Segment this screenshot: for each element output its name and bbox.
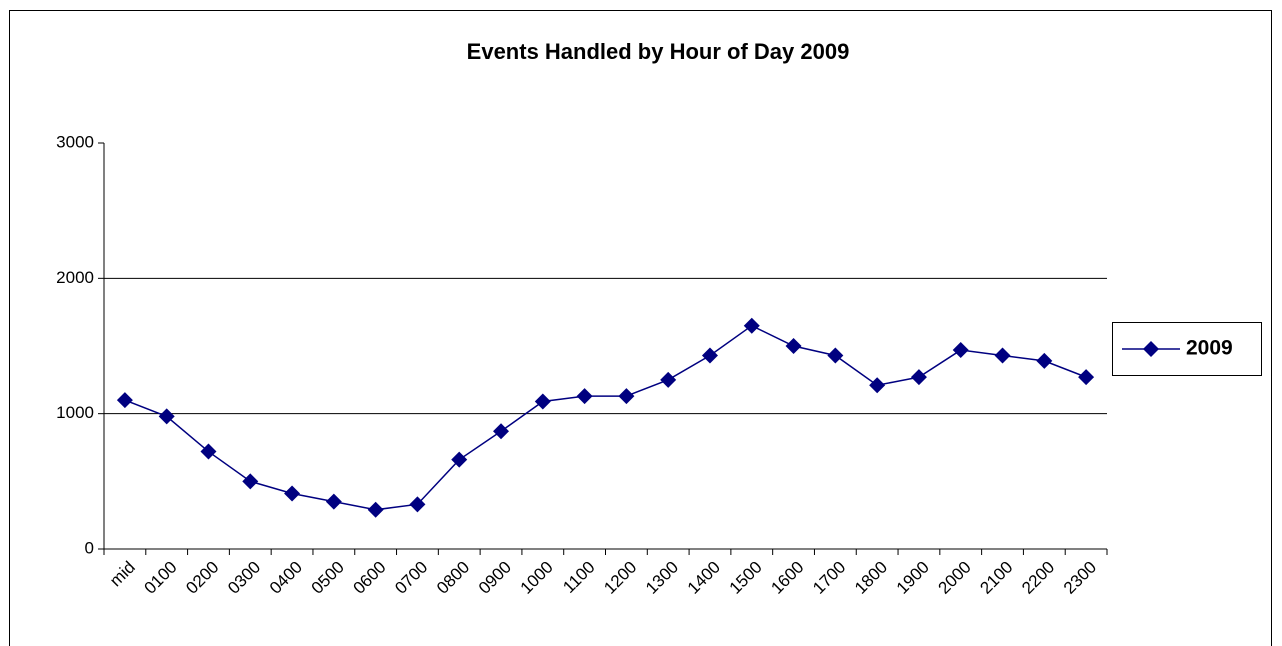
data-point (325, 493, 342, 510)
data-point (158, 408, 175, 425)
data-point (242, 473, 259, 490)
data-point (200, 443, 217, 460)
chart-title: Events Handled by Hour of Day 2009 (467, 39, 850, 64)
series-line (124, 324, 1087, 511)
legend-marker (1143, 341, 1159, 357)
data-point (743, 317, 760, 334)
data-point (409, 496, 426, 513)
y-tick-label: 0 (85, 538, 94, 557)
y-tick-label: 1000 (56, 403, 94, 422)
data-point (994, 347, 1011, 364)
data-point (785, 338, 802, 354)
data-point (660, 371, 677, 388)
data-point (910, 369, 927, 386)
chart-border (9, 10, 1272, 646)
legend-label: 2009 (1186, 337, 1233, 360)
y-tick-label: 3000 (56, 132, 94, 151)
data-point (451, 451, 468, 468)
data-point (618, 388, 635, 405)
data-point (116, 392, 133, 409)
data-point (701, 347, 718, 364)
data-point (869, 377, 886, 394)
data-point (284, 485, 301, 502)
data-point (534, 393, 551, 410)
data-point (1036, 352, 1053, 369)
data-point (576, 388, 593, 405)
data-point (952, 342, 969, 359)
data-point (367, 501, 384, 518)
data-point (1078, 369, 1095, 386)
data-point (827, 347, 844, 364)
data-point (493, 423, 510, 440)
y-tick-label: 2000 (56, 268, 94, 287)
